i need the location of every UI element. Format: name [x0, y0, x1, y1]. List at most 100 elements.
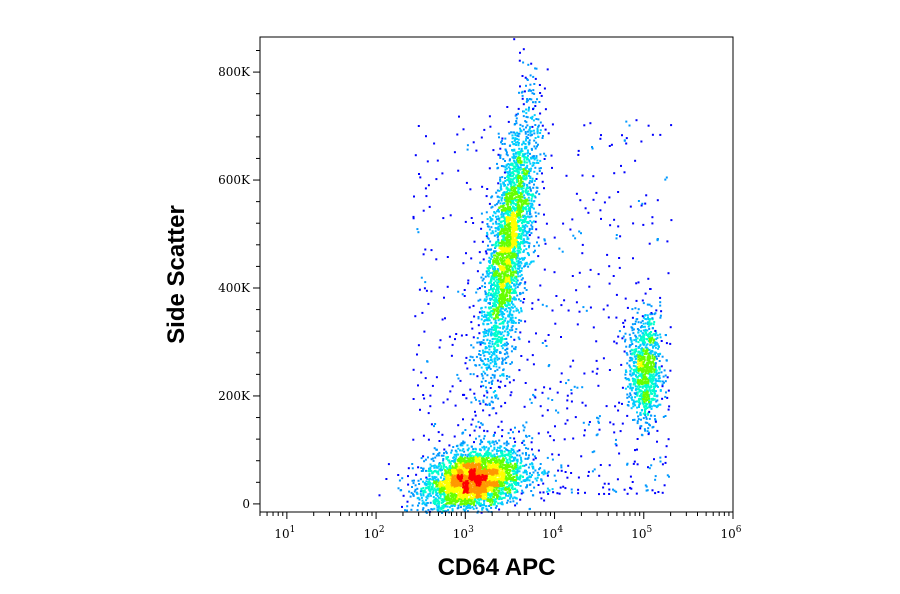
- data-point: [503, 208, 506, 210]
- data-point: [525, 486, 528, 489]
- data-point: [445, 478, 448, 481]
- data-point: [510, 243, 513, 246]
- data-point: [513, 149, 516, 152]
- data-point: [494, 477, 497, 480]
- data-point: [494, 247, 497, 249]
- data-point: [517, 259, 520, 262]
- data-point: [534, 101, 537, 103]
- data-point: [442, 504, 445, 506]
- data-point: [453, 484, 456, 487]
- data-point: [420, 470, 423, 472]
- data-point: [538, 167, 541, 170]
- data-point: [505, 347, 508, 350]
- data-point: [529, 152, 531, 155]
- data-point: [519, 243, 522, 246]
- data-point: [530, 89, 532, 92]
- data-point: [523, 464, 526, 467]
- data-point: [522, 301, 525, 304]
- data-point: [495, 299, 498, 301]
- data-point: [506, 477, 509, 480]
- data-point: [508, 284, 511, 287]
- data-point: [489, 459, 492, 462]
- data-point: [526, 484, 529, 487]
- data-point: [469, 477, 472, 480]
- data-point: [474, 488, 477, 491]
- data-point: [483, 482, 486, 485]
- data-point: [422, 487, 425, 489]
- data-point: [485, 446, 488, 449]
- data-point: [498, 470, 501, 473]
- data-point: [525, 84, 527, 87]
- data-point: [537, 125, 540, 128]
- data-point: [517, 174, 520, 177]
- data-point: [489, 476, 491, 478]
- data-point: [479, 452, 482, 455]
- data-point: [498, 459, 501, 462]
- data-point: [507, 442, 510, 445]
- data-point: [485, 495, 488, 498]
- data-point: [428, 467, 430, 470]
- data-point: [459, 443, 462, 446]
- data-point: [498, 495, 501, 498]
- data-point: [513, 265, 516, 268]
- data-point: [509, 158, 511, 161]
- data-point: [488, 480, 491, 483]
- data-point: [438, 463, 440, 466]
- data-point: [530, 130, 533, 133]
- data-point: [524, 220, 527, 223]
- data-point: [469, 502, 472, 505]
- data-point: [506, 440, 508, 443]
- data-point: [517, 483, 520, 486]
- data-point: [508, 266, 511, 268]
- data-point: [449, 462, 452, 465]
- data-point: [518, 470, 521, 473]
- data-point: [493, 463, 496, 466]
- data-point: [504, 209, 507, 212]
- data-point: [524, 230, 527, 232]
- data-point: [475, 476, 478, 478]
- data-point: [525, 452, 527, 454]
- data-point: [508, 276, 511, 279]
- data-point: [491, 230, 494, 233]
- data-point: [475, 463, 478, 466]
- data-point: [491, 293, 494, 296]
- data-point: [500, 296, 503, 299]
- data-point: [494, 485, 497, 487]
- data-point: [518, 147, 521, 150]
- data-point: [509, 497, 511, 500]
- data-point: [463, 489, 466, 492]
- data-point: [496, 483, 499, 486]
- data-point: [478, 364, 481, 367]
- data-point: [492, 481, 495, 484]
- data-point: [504, 297, 507, 300]
- data-point: [512, 488, 514, 491]
- data-point: [515, 255, 518, 258]
- data-point: [434, 489, 437, 491]
- data-point: [536, 145, 538, 148]
- data-point: [500, 497, 503, 500]
- data-point: [487, 493, 490, 496]
- data-point: [506, 106, 509, 108]
- data-point: [506, 178, 509, 181]
- data-point: [494, 492, 497, 495]
- data-point: [469, 504, 472, 507]
- data-point: [502, 334, 505, 337]
- data-point: [517, 321, 520, 324]
- data-point: [474, 473, 477, 476]
- data-point: [482, 377, 485, 380]
- data-point: [474, 498, 477, 501]
- data-point: [515, 122, 518, 125]
- data-point: [397, 474, 400, 476]
- data-point: [464, 502, 466, 504]
- data-point: [488, 265, 491, 268]
- data-point: [545, 222, 548, 225]
- data-point: [529, 472, 531, 475]
- data-point: [485, 482, 488, 485]
- data-point: [490, 460, 493, 463]
- data-point: [544, 108, 547, 111]
- data-point: [429, 490, 432, 493]
- data-point: [514, 189, 516, 192]
- data-point: [468, 506, 471, 509]
- data-point: [526, 191, 529, 194]
- data-point: [472, 448, 475, 451]
